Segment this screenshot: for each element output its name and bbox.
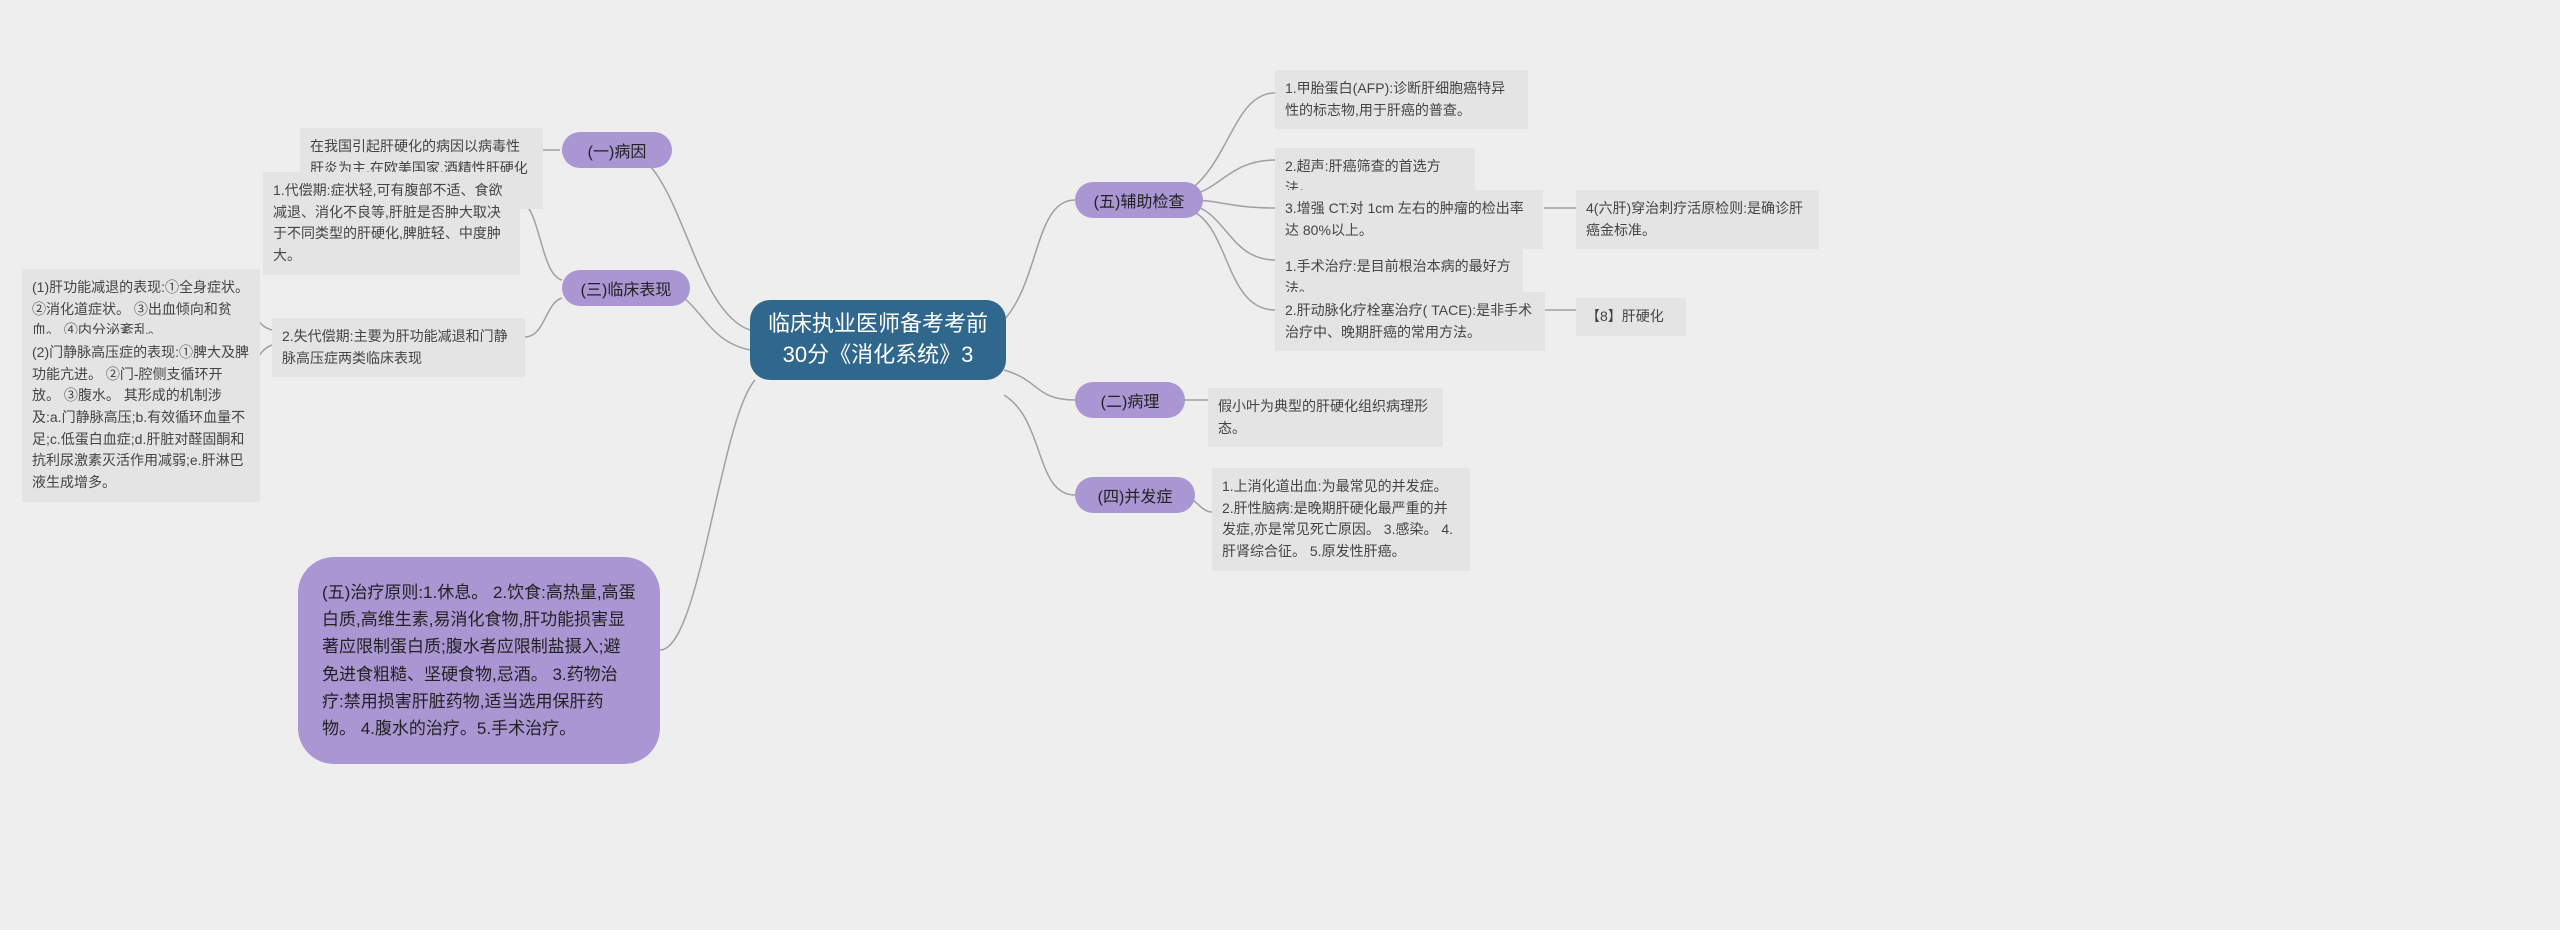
- leaf-aux-3: 3.增强 CT:对 1cm 左右的肿瘤的检出率达 80%以上。: [1275, 190, 1543, 249]
- leaf-text: (1)肝功能减退的表现:①全身症状。 ②消化道症状。 ③出血倾向和贫血。 ④内分…: [32, 277, 250, 342]
- root-label: 临床执业医师备考考前30分《消化系统》3: [768, 309, 988, 371]
- leaf-aux-5a: 【8】肝硬化: [1576, 298, 1686, 336]
- leaf-text: 【8】肝硬化: [1586, 306, 1664, 328]
- branch-label: (二)病理: [1101, 388, 1160, 412]
- branch-text: (五)治疗原则:1.休息。 2.饮食:高热量,高蛋白质,高维生素,易消化食物,肝…: [322, 579, 636, 742]
- branch-label: (一)病因: [588, 138, 647, 162]
- leaf-text: 1.甲胎蛋白(AFP):诊断肝细胞癌特异性的标志物,用于肝癌的普查。: [1285, 78, 1518, 121]
- branch-aux-exam: (五)辅助检查: [1075, 182, 1203, 218]
- leaf-text: 4(六肝)穿治刺疗活原检则:是确诊肝癌金标准。: [1586, 198, 1809, 241]
- leaf-clinical-2: 2.失代偿期:主要为肝功能减退和门静脉高压症两类临床表现: [272, 318, 525, 377]
- leaf-text: 1.代偿期:症状轻,可有腹部不适、食欲减退、消化不良等,肝脏是否肿大取决于不同类…: [273, 180, 510, 267]
- leaf-text: (2)门静脉高压症的表现:①脾大及脾功能亢进。 ②门-腔侧支循环开放。 ③腹水。…: [32, 342, 250, 494]
- branch-etiology: (一)病因: [562, 132, 672, 168]
- leaf-complication-1: 1.上消化道出血:为最常见的并发症。 2.肝性脑病:是晚期肝硬化最严重的并发症,…: [1212, 468, 1470, 571]
- leaf-text: 1.上消化道出血:为最常见的并发症。 2.肝性脑病:是晚期肝硬化最严重的并发症,…: [1222, 476, 1460, 563]
- root-node: 临床执业医师备考考前30分《消化系统》3: [750, 300, 1006, 380]
- branch-complication: (四)并发症: [1075, 477, 1195, 513]
- branch-clinical: (三)临床表现: [562, 270, 690, 306]
- leaf-aux-1: 1.甲胎蛋白(AFP):诊断肝细胞癌特异性的标志物,用于肝癌的普查。: [1275, 70, 1528, 129]
- leaf-text: 2.肝动脉化疗栓塞治疗( TACE):是非手术治疗中、晚期肝癌的常用方法。: [1285, 300, 1535, 343]
- leaf-text: 3.增强 CT:对 1cm 左右的肿瘤的检出率达 80%以上。: [1285, 198, 1533, 241]
- leaf-text: 2.失代偿期:主要为肝功能减退和门静脉高压症两类临床表现: [282, 326, 515, 369]
- leaf-text: 假小叶为典型的肝硬化组织病理形态。: [1218, 396, 1433, 439]
- leaf-aux-3a: 4(六肝)穿治刺疗活原检则:是确诊肝癌金标准。: [1576, 190, 1819, 249]
- leaf-clinical-2b: (2)门静脉高压症的表现:①脾大及脾功能亢进。 ②门-腔侧支循环开放。 ③腹水。…: [22, 334, 260, 502]
- branch-label: (五)辅助检查: [1094, 188, 1185, 212]
- leaf-pathology-1: 假小叶为典型的肝硬化组织病理形态。: [1208, 388, 1443, 447]
- branch-treatment: (五)治疗原则:1.休息。 2.饮食:高热量,高蛋白质,高维生素,易消化食物,肝…: [298, 557, 660, 764]
- leaf-clinical-1: 1.代偿期:症状轻,可有腹部不适、食欲减退、消化不良等,肝脏是否肿大取决于不同类…: [263, 172, 520, 275]
- branch-label: (三)临床表现: [581, 276, 672, 300]
- branch-pathology: (二)病理: [1075, 382, 1185, 418]
- branch-label: (四)并发症: [1098, 483, 1173, 507]
- leaf-aux-5: 2.肝动脉化疗栓塞治疗( TACE):是非手术治疗中、晚期肝癌的常用方法。: [1275, 292, 1545, 351]
